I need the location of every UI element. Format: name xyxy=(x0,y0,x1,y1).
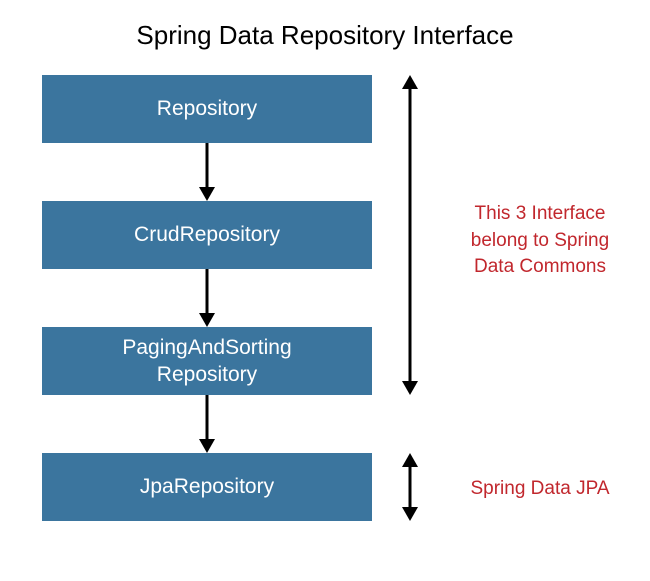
annotation-0: This 3 Interfacebelong to SpringData Com… xyxy=(450,201,630,281)
hierarchy-node-2: PagingAndSortingRepository xyxy=(42,327,372,395)
range-arrow-0 xyxy=(395,75,425,395)
connector-arrow-1 xyxy=(192,269,222,327)
diagram-title: Spring Data Repository Interface xyxy=(0,0,650,61)
connector-arrow-0 xyxy=(192,143,222,201)
hierarchy-node-0: Repository xyxy=(42,75,372,143)
hierarchy-node-3: JpaRepository xyxy=(42,453,372,521)
hierarchy-node-1: CrudRepository xyxy=(42,201,372,269)
annotation-1: Spring Data JPA xyxy=(450,476,630,503)
range-arrow-1 xyxy=(395,453,425,521)
connector-arrow-2 xyxy=(192,395,222,453)
diagram-area: Repository CrudRepository PagingAndSorting… xyxy=(0,61,650,581)
